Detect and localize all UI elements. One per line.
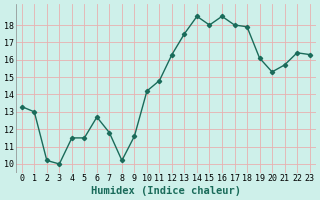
X-axis label: Humidex (Indice chaleur): Humidex (Indice chaleur) (91, 186, 241, 196)
